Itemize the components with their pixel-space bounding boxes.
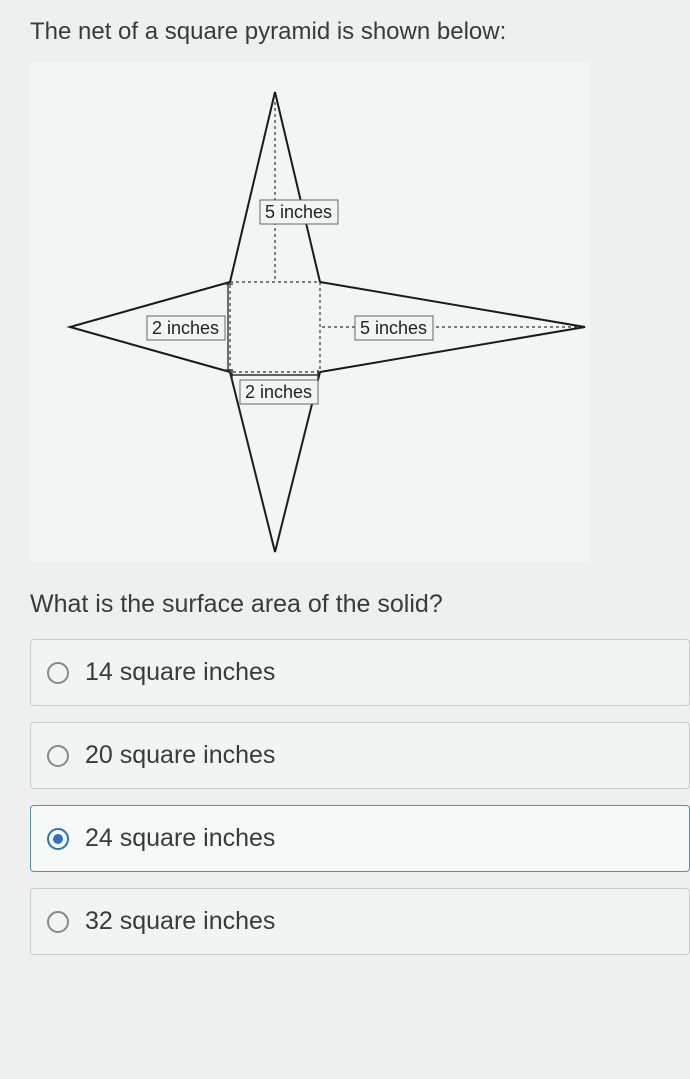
figure-container: 5 inches 5 inches 2 inches 2 inches	[30, 62, 590, 562]
question-text: What is the surface area of the solid?	[30, 590, 690, 619]
radio-icon	[47, 662, 69, 684]
pyramid-net-svg: 5 inches 5 inches 2 inches 2 inches	[30, 62, 590, 562]
option-label: 20 square inches	[85, 741, 275, 770]
radio-icon	[47, 745, 69, 767]
label-right-slant: 5 inches	[360, 318, 427, 338]
option-2[interactable]: 24 square inches	[30, 805, 690, 872]
radio-icon	[47, 828, 69, 850]
prompt-text: The net of a square pyramid is shown bel…	[30, 18, 690, 46]
option-label: 24 square inches	[85, 824, 275, 853]
label-top-slant: 5 inches	[265, 202, 332, 222]
radio-icon	[47, 911, 69, 933]
question-page: The net of a square pyramid is shown bel…	[0, 0, 690, 1079]
option-1[interactable]: 20 square inches	[30, 722, 690, 789]
label-bottom-side: 2 inches	[245, 382, 312, 402]
option-label: 32 square inches	[85, 907, 275, 936]
option-label: 14 square inches	[85, 658, 275, 687]
label-left-side: 2 inches	[152, 318, 219, 338]
option-0[interactable]: 14 square inches	[30, 639, 690, 706]
square-base	[230, 282, 320, 372]
option-3[interactable]: 32 square inches	[30, 888, 690, 955]
